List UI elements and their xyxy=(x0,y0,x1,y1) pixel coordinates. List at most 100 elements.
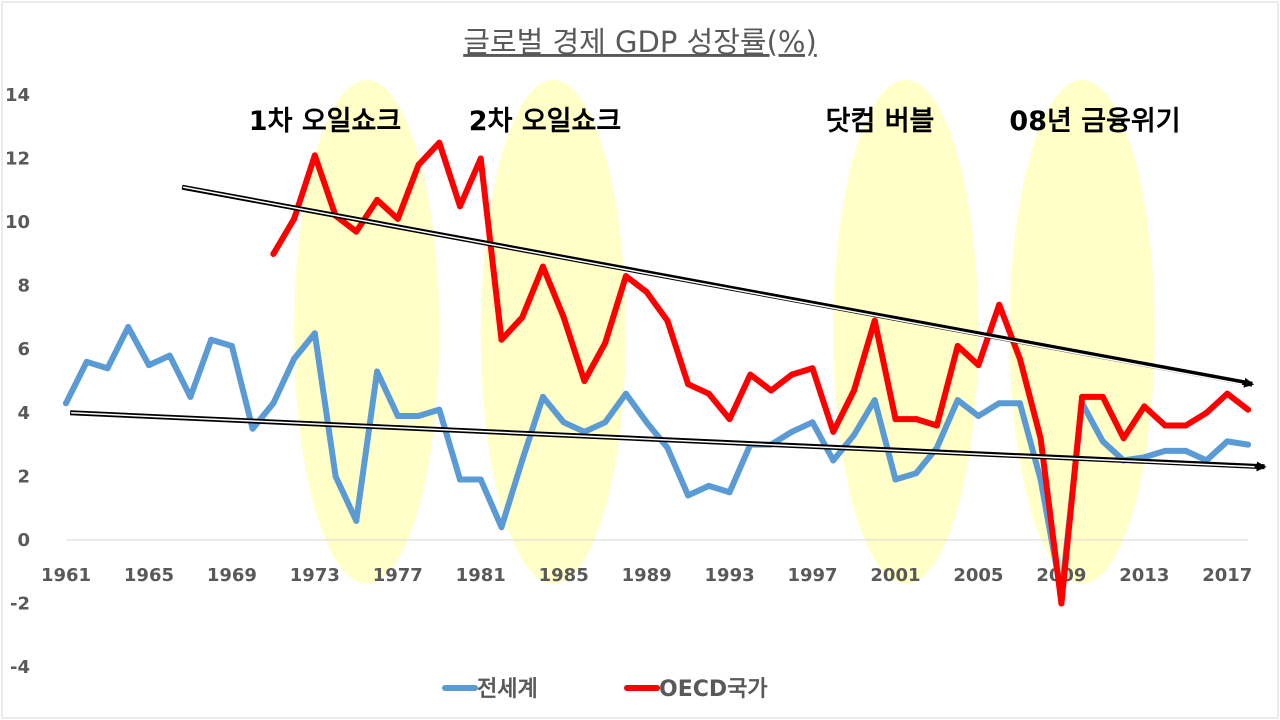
data-point xyxy=(394,412,401,419)
data-point xyxy=(249,425,256,432)
x-tick-label: 2017 xyxy=(1202,565,1252,586)
x-tick-label: 1977 xyxy=(373,565,423,586)
data-point xyxy=(125,323,132,330)
data-point xyxy=(1162,447,1169,454)
data-point xyxy=(602,419,609,426)
x-tick-label: 2001 xyxy=(870,565,920,586)
data-point xyxy=(498,336,505,343)
data-point xyxy=(892,476,899,483)
data-point xyxy=(581,378,588,384)
data-point xyxy=(996,400,1003,407)
y-tick-label: 2 xyxy=(17,466,30,487)
data-point xyxy=(208,336,215,343)
data-point xyxy=(394,215,401,222)
data-point xyxy=(643,289,650,296)
x-tick-label: 1961 xyxy=(41,565,91,586)
data-point xyxy=(187,393,194,400)
data-point xyxy=(1245,406,1251,413)
highlight-ellipse-1 xyxy=(480,80,626,584)
trend-arrow-0 xyxy=(181,184,1255,388)
data-point xyxy=(726,489,733,496)
data-point xyxy=(830,457,837,464)
data-point xyxy=(560,419,567,426)
data-point xyxy=(519,314,526,321)
trend-arrows xyxy=(70,184,1267,472)
data-point xyxy=(1203,409,1210,416)
annotation-label: 1차 오일쇼크 xyxy=(249,106,401,137)
data-point xyxy=(353,517,360,524)
data-point xyxy=(374,196,381,203)
data-point xyxy=(1099,438,1106,445)
data-point xyxy=(560,314,567,321)
data-point xyxy=(83,358,90,365)
y-tick-label: 14 xyxy=(5,85,30,106)
annotation-label: 08년 금융위기 xyxy=(1009,106,1180,137)
data-point xyxy=(664,444,671,451)
data-point xyxy=(104,365,111,372)
data-point xyxy=(975,412,982,419)
data-point xyxy=(913,470,920,477)
x-tick-label: 1997 xyxy=(787,565,837,586)
annotation-label: 2차 오일쇼크 xyxy=(469,106,621,137)
data-point xyxy=(643,419,650,426)
data-point xyxy=(1079,393,1086,400)
data-point xyxy=(166,352,173,359)
annotation-label: 닷컴 버블 xyxy=(826,106,935,137)
trend-arrow-1 xyxy=(70,410,1267,472)
data-point xyxy=(1016,400,1023,407)
data-point xyxy=(1224,390,1231,397)
data-point xyxy=(622,390,629,397)
data-point xyxy=(415,161,422,168)
data-point xyxy=(768,387,775,394)
data-point xyxy=(975,362,982,369)
x-tick-label: 1985 xyxy=(539,565,589,586)
data-point xyxy=(933,444,940,451)
x-axis-ticks: 1961 1965 1969 1973 1977 1981 1985 1989 1993 1997… xyxy=(41,565,1252,586)
data-point xyxy=(498,524,505,531)
y-tick-label: -4 xyxy=(10,657,30,678)
data-point xyxy=(145,362,152,369)
data-point xyxy=(685,492,692,499)
data-point xyxy=(747,371,754,378)
data-point xyxy=(1099,393,1106,400)
data-point xyxy=(871,317,878,324)
data-point xyxy=(892,416,899,423)
data-point xyxy=(913,416,920,423)
data-point xyxy=(1141,454,1148,461)
x-tick-label: 1993 xyxy=(705,565,755,586)
data-point xyxy=(1162,422,1169,429)
event-annotations: 1차 오일쇼크 2차 오일쇼크 닷컴 버블 08년 금융위기 xyxy=(249,106,1181,137)
data-point xyxy=(1182,422,1189,429)
data-point xyxy=(851,387,857,394)
data-point xyxy=(996,301,1003,308)
y-tick-label: 12 xyxy=(5,149,30,170)
data-point xyxy=(63,400,69,407)
data-point xyxy=(311,330,318,337)
data-point xyxy=(353,228,360,235)
x-tick-label: 1969 xyxy=(207,565,257,586)
data-point xyxy=(457,203,463,210)
data-point xyxy=(871,397,878,404)
data-point xyxy=(374,368,381,375)
legend-label: 전세계 xyxy=(477,677,538,702)
data-point xyxy=(830,428,837,435)
data-point xyxy=(622,273,629,280)
data-point xyxy=(1037,476,1044,483)
x-tick-label: 1965 xyxy=(124,565,174,586)
data-point xyxy=(851,432,857,439)
data-point xyxy=(1182,447,1189,454)
data-point xyxy=(311,152,318,159)
data-point xyxy=(788,428,795,435)
data-point xyxy=(581,428,588,435)
chart-title: 글로벌 경제 GDP 성장률(%) xyxy=(463,25,817,59)
data-point xyxy=(291,355,298,362)
data-point xyxy=(685,381,692,388)
data-point xyxy=(539,263,546,270)
data-point xyxy=(954,343,961,350)
legend-label: OECD국가 xyxy=(659,677,768,702)
y-tick-label: 10 xyxy=(5,212,30,233)
data-point xyxy=(664,317,671,324)
data-point xyxy=(1224,438,1231,445)
